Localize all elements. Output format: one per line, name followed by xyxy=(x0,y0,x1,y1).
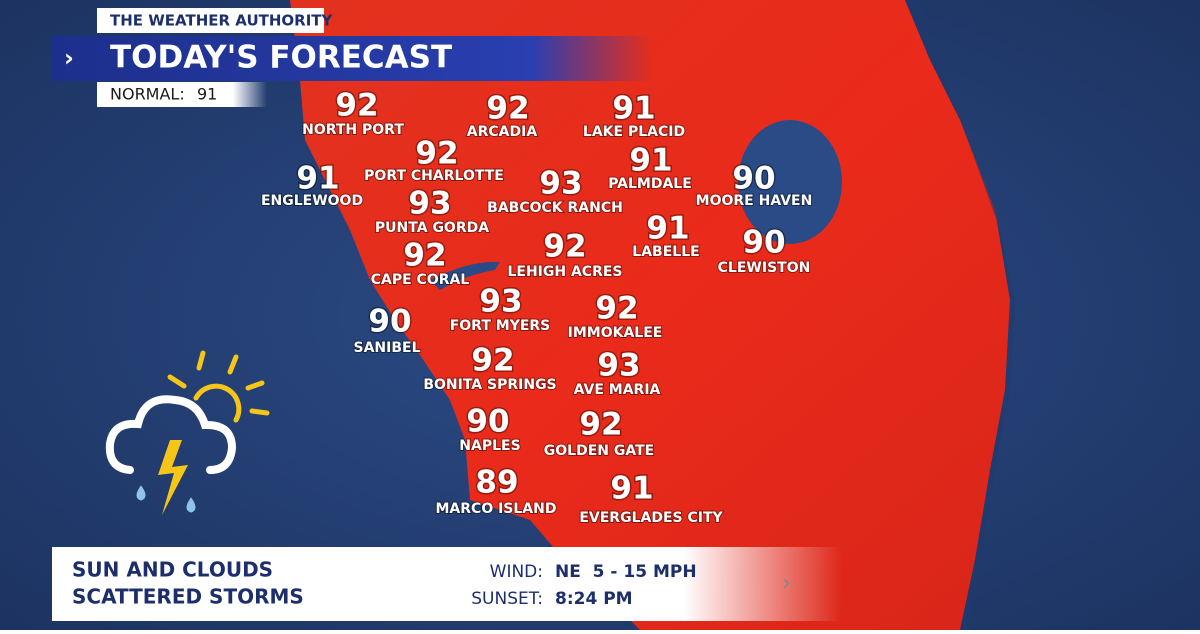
brand: THE WEATHER AUTHORITY xyxy=(110,12,334,30)
normal-value: 91 xyxy=(197,85,217,104)
city-temp: 91 xyxy=(612,91,655,127)
city-temp: 91 xyxy=(629,143,672,179)
title: TODAY'S FORECAST xyxy=(110,40,452,76)
normal-box xyxy=(97,82,267,107)
wind-value: NE 5 - 15 MPH xyxy=(555,562,697,582)
lake-okeechobee xyxy=(738,120,842,244)
normal-label: NORMAL: xyxy=(110,85,185,104)
city-temp: 93 xyxy=(539,166,582,202)
river xyxy=(430,261,500,290)
city-name: PUNTA GORDA xyxy=(375,220,489,236)
city-temp: 92 xyxy=(595,291,638,327)
wind-label: WIND: xyxy=(490,562,543,582)
city-temp: 93 xyxy=(408,186,451,222)
city-temp: 92 xyxy=(335,88,378,124)
city-name: ENGLEWOOD xyxy=(261,193,363,209)
city-name: PORT CHARLOTTE xyxy=(364,168,504,184)
weather-icon xyxy=(105,350,270,515)
city-temp: 90 xyxy=(732,161,775,197)
city-temp: 93 xyxy=(597,348,640,384)
title-bar xyxy=(52,36,652,81)
city-temp: 92 xyxy=(543,229,586,265)
city-name: ARCADIA xyxy=(467,124,538,140)
city-temp: 90 xyxy=(368,304,411,340)
city-temp: 90 xyxy=(742,225,785,261)
sunset-label: SUNSET: xyxy=(471,589,543,609)
city-name: SANIBEL xyxy=(354,340,421,356)
brand-box xyxy=(97,8,324,33)
city-name: BONITA SPRINGS xyxy=(423,377,556,393)
city-name: PALMDALE xyxy=(608,176,692,192)
city-name: MOORE HAVEN xyxy=(696,193,813,209)
city-temp: 92 xyxy=(471,343,514,379)
city-name: NAPLES xyxy=(459,438,520,454)
city-name: EVERGLADES CITY xyxy=(579,510,723,526)
city-temp: 92 xyxy=(579,407,622,443)
city-name: LAKE PLACID xyxy=(583,124,685,140)
city-temp: 92 xyxy=(486,91,529,127)
sunset-value: 8:24 PM xyxy=(555,589,633,609)
city-name: NORTH PORT xyxy=(302,122,404,138)
city-temp: 89 xyxy=(475,465,518,501)
city-name: LABELLE xyxy=(632,244,699,260)
footer-bar xyxy=(52,547,842,621)
city-name: BABCOCK RANCH xyxy=(487,200,623,216)
chevron: › xyxy=(64,44,74,72)
city-temp: 93 xyxy=(479,284,522,320)
city-temp: 91 xyxy=(296,161,339,197)
city-name: MARCO ISLAND xyxy=(436,501,557,517)
city-name: AVE MARIA xyxy=(574,382,661,398)
condition: SUN AND CLOUDS xyxy=(72,558,273,582)
city-name: FORT MYERS xyxy=(450,318,551,334)
city-name: IMMOKALEE xyxy=(568,325,663,341)
city-temp: 92 xyxy=(415,136,458,172)
city-temp: 92 xyxy=(403,238,446,274)
city-name: GOLDEN GATE xyxy=(544,443,654,459)
condition: SCATTERED STORMS xyxy=(72,585,304,609)
city-name: LEHIGH ACRES xyxy=(507,264,622,280)
city-name: CAPE CORAL xyxy=(371,272,470,288)
next-arrow[interactable]: › xyxy=(782,571,791,596)
city-temp: 90 xyxy=(466,404,509,440)
city-temp: 91 xyxy=(610,471,653,507)
city-temp: 91 xyxy=(646,211,689,247)
city-name: CLEWISTON xyxy=(718,260,811,276)
